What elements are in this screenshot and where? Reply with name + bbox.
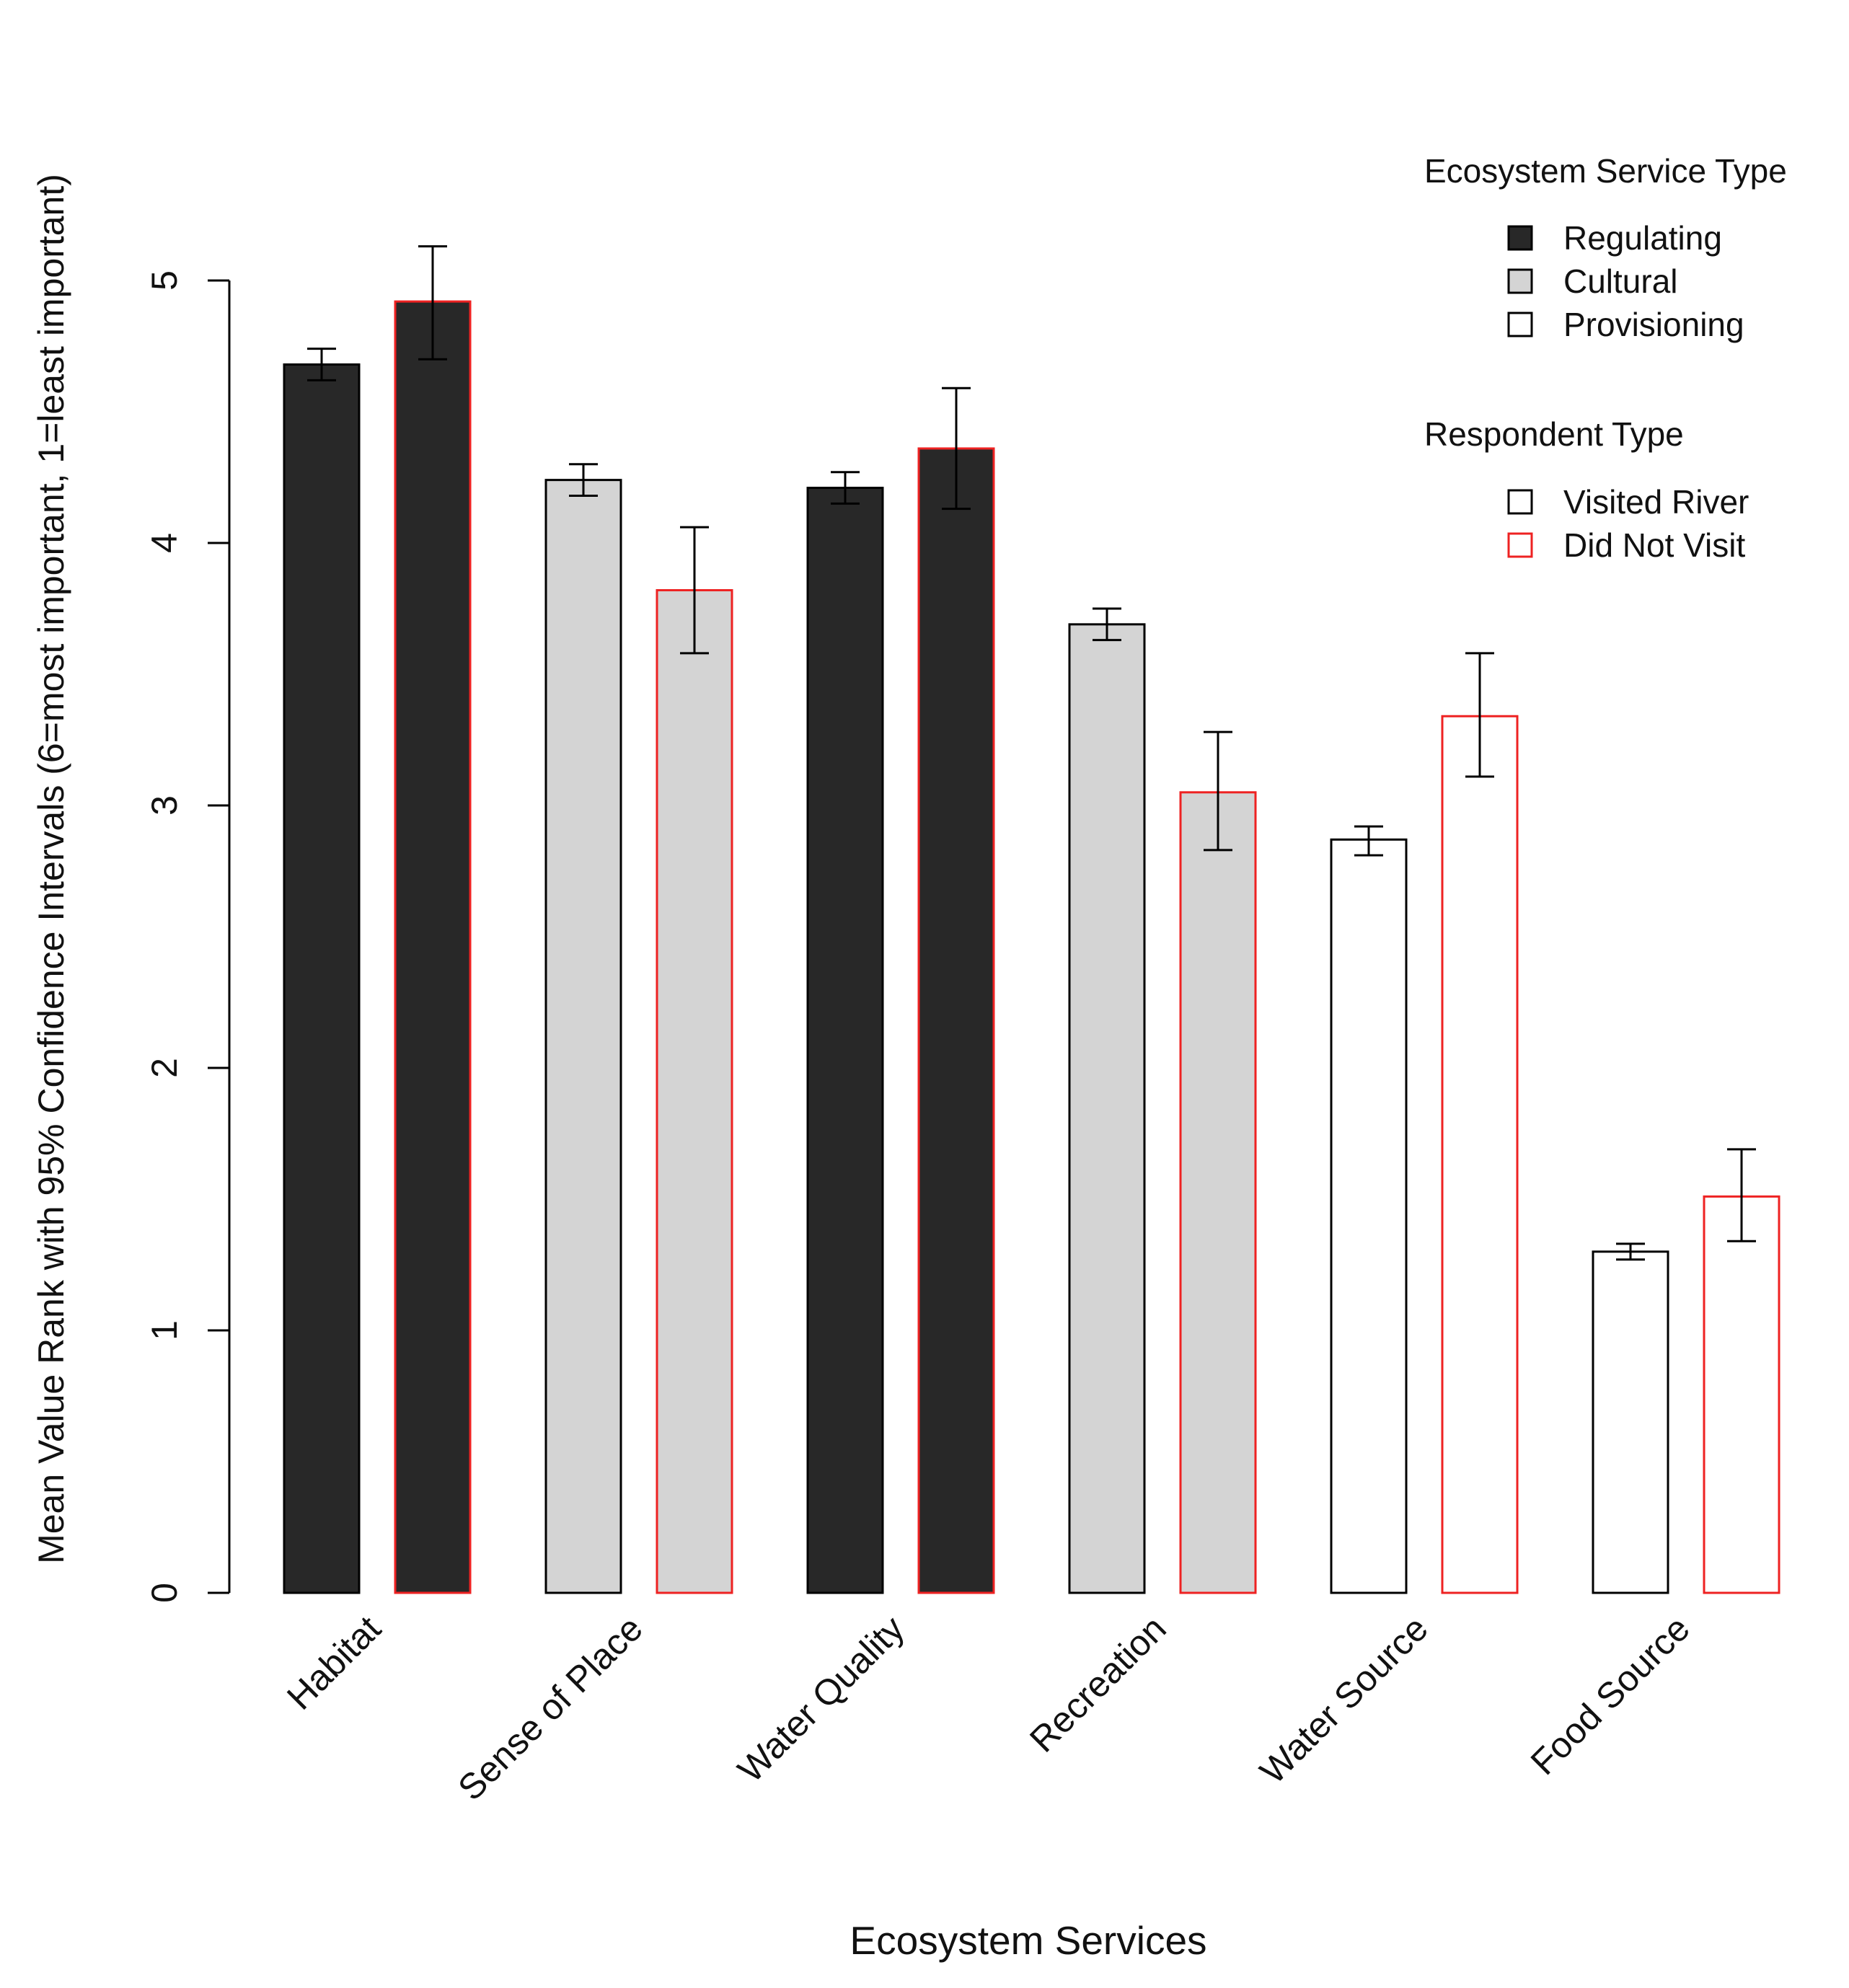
error-bar-habitat-visited-river <box>307 348 336 381</box>
error-bar-sense-of-place-did-not-visit <box>680 526 709 655</box>
legend: Ecosystem Service Type Regulating Cultural… <box>1424 152 1787 564</box>
bar-sense-of-place-visited-river <box>544 479 622 1594</box>
bar-water-quality-did-not-visit <box>917 447 995 1594</box>
y-tick-label: 2 <box>144 1058 185 1078</box>
legend-entry-label: Cultural <box>1563 262 1678 300</box>
x-tick-label: Recreation <box>1022 1608 1174 1760</box>
error-bars-layer <box>307 245 1756 1261</box>
x-axis-title: Ecosystem Services <box>850 1918 1206 1963</box>
y-tick-label: 3 <box>144 795 185 816</box>
legend-swatch <box>1507 225 1533 251</box>
bar-habitat-did-not-visit <box>394 300 472 1594</box>
error-bar-food-source-did-not-visit <box>1727 1148 1756 1242</box>
bar-food-source-did-not-visit <box>1703 1195 1780 1594</box>
y-axis: 0 1 2 3 4 5 <box>144 270 231 1603</box>
legend-swatch <box>1507 268 1533 294</box>
bar-recreation-did-not-visit <box>1179 791 1257 1594</box>
y-tick-label: 4 <box>144 533 185 553</box>
error-bar-habitat-did-not-visit <box>418 245 447 361</box>
error-bar-sense-of-place-visited-river <box>569 463 598 497</box>
bar-water-source-did-not-visit <box>1441 715 1519 1594</box>
x-axis-labels: Habitat Sense of Place Water Quality Recrea… <box>279 1608 1698 1808</box>
error-bar-water-quality-did-not-visit <box>942 386 971 511</box>
bar-sense-of-place-did-not-visit <box>656 589 733 1594</box>
legend-title: Respondent Type <box>1424 415 1684 453</box>
bar-recreation-visited-river <box>1068 623 1146 1594</box>
legend-swatch <box>1507 489 1533 515</box>
legend-entry-label: Visited River <box>1563 483 1749 521</box>
legend-title: Ecosystem Service Type <box>1424 152 1787 190</box>
legend-entry-label: Provisioning <box>1563 306 1744 343</box>
x-tick-label: Food Source <box>1523 1608 1698 1782</box>
x-tick-label: Water Source <box>1252 1608 1435 1791</box>
y-axis-title: Mean Value Rank with 95% Confidence Inte… <box>31 174 71 1564</box>
error-bar-water-source-visited-river <box>1354 825 1383 857</box>
x-tick-label: Habitat <box>279 1608 389 1718</box>
y-tick-label: 1 <box>144 1320 185 1340</box>
error-bar-food-source-visited-river <box>1616 1242 1645 1261</box>
x-tick-label: Sense of Place <box>450 1608 650 1808</box>
bars-layer <box>283 300 1780 1594</box>
bar-habitat-visited-river <box>283 363 361 1594</box>
error-bar-recreation-visited-river <box>1093 607 1121 642</box>
bar-food-source-visited-river <box>1592 1250 1669 1594</box>
error-bar-water-quality-visited-river <box>831 471 860 505</box>
bar-water-source-visited-river <box>1330 838 1408 1594</box>
x-tick-label: Water Quality <box>730 1608 912 1790</box>
y-tick-label: 5 <box>144 270 185 291</box>
error-bar-water-source-did-not-visit <box>1465 652 1494 778</box>
y-tick-label: 0 <box>144 1583 185 1603</box>
legend-entry-label: Regulating <box>1563 219 1722 257</box>
bar-water-quality-visited-river <box>806 487 884 1594</box>
legend-entry-label: Did Not Visit <box>1563 526 1745 564</box>
error-bar-recreation-did-not-visit <box>1204 730 1232 852</box>
legend-swatch <box>1507 312 1533 337</box>
legend-swatch <box>1507 532 1533 558</box>
